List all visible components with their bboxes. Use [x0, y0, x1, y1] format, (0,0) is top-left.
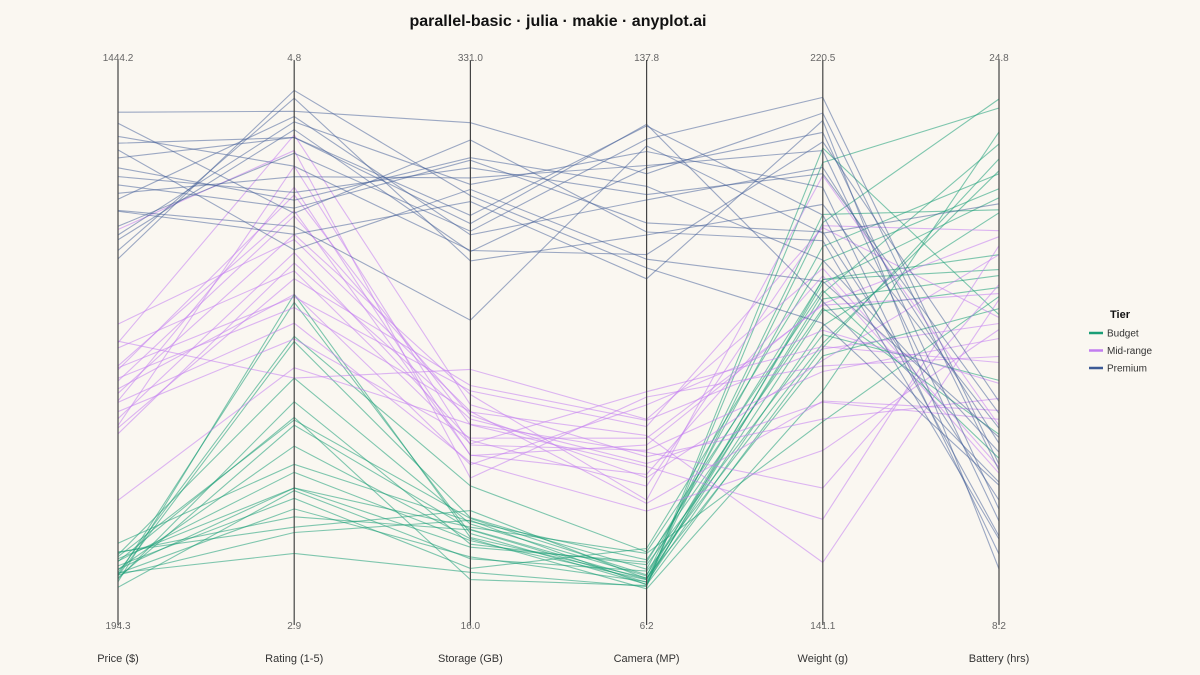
- data-line: [117, 197, 1000, 580]
- axis-label: Rating (1-5): [265, 653, 323, 665]
- data-line: [117, 267, 1000, 468]
- data-line: [117, 296, 1000, 570]
- data-line: [117, 284, 1000, 501]
- data-line: [117, 209, 1000, 475]
- data-line: [117, 133, 1000, 458]
- data-line: [117, 225, 1000, 487]
- data-line: [117, 270, 1000, 445]
- axis-min-label: 2.9: [287, 621, 301, 632]
- axis-label: Storage (GB): [438, 653, 503, 665]
- data-line: [117, 209, 1000, 577]
- data-line: [117, 173, 1000, 577]
- axis-min-label: 8.2: [992, 621, 1006, 632]
- data-line: [117, 293, 1000, 583]
- data-line: [117, 119, 1000, 570]
- data-line: [117, 275, 1000, 576]
- data-line: [117, 289, 1000, 573]
- data-line: [117, 110, 1000, 471]
- data-line: [117, 150, 1000, 522]
- data-line: [117, 299, 1000, 564]
- axis-label: Weight (g): [798, 653, 849, 665]
- data-line: [117, 174, 1000, 501]
- polylines-layer: [117, 89, 1000, 590]
- data-line: [117, 254, 1000, 563]
- axis-max-label: 331.0: [458, 53, 483, 64]
- legend-entry: Budget: [1107, 329, 1139, 340]
- data-line: [117, 135, 1000, 402]
- data-line: [117, 158, 1000, 586]
- axis-max-label: 1444.2: [103, 53, 134, 64]
- axis-label: Price ($): [97, 653, 139, 665]
- data-line: [117, 147, 1000, 587]
- data-line: [117, 149, 1000, 438]
- data-line: [117, 212, 1000, 584]
- data-line: [117, 215, 1000, 479]
- axis-min-label: 16.0: [461, 621, 481, 632]
- axes-layer: 1444.2 194.3 Price ($) 4.8 2.9 Rating (1-5) 33…: [97, 53, 1029, 665]
- axis-min-label: 194.3: [105, 621, 130, 632]
- data-line: [117, 269, 1000, 585]
- axis-max-label: 137.8: [634, 53, 659, 64]
- data-line: [117, 131, 1000, 590]
- data-line: [117, 123, 1000, 483]
- axis-min-label: 6.2: [640, 621, 654, 632]
- data-line: [117, 238, 1000, 505]
- series-mid-range: [117, 133, 1000, 564]
- data-line: [117, 278, 1000, 429]
- data-line: [117, 96, 1000, 465]
- legend-entry: Mid-range: [1107, 346, 1152, 357]
- chart-title: parallel-basic · julia · makie · anyplot…: [410, 13, 707, 30]
- data-line: [117, 167, 1000, 414]
- legend-title: Tier: [1110, 309, 1131, 321]
- legend-entry: Premium: [1107, 364, 1147, 375]
- data-line: [117, 188, 1000, 569]
- series-premium: [117, 89, 1000, 570]
- axis-min-label: 141.1: [810, 621, 835, 632]
- data-line: [117, 121, 1000, 555]
- data-line: [117, 170, 1000, 588]
- data-line: [117, 159, 1000, 501]
- axis-max-label: 220.5: [810, 53, 835, 64]
- data-line: [117, 89, 1000, 486]
- data-line: [117, 145, 1000, 321]
- axis-max-label: 4.8: [287, 53, 301, 64]
- data-line: [117, 128, 1000, 510]
- data-line: [117, 149, 1000, 479]
- axis-label: Camera (MP): [614, 653, 680, 665]
- legend: Tier Budget Mid-range Premium: [1089, 309, 1152, 375]
- data-line: [117, 107, 1000, 588]
- data-line: [117, 322, 1000, 512]
- axis-max-label: 24.8: [989, 53, 1009, 64]
- data-line: [117, 262, 1000, 465]
- data-line: [117, 122, 1000, 540]
- data-line: [117, 98, 1000, 581]
- axis-label: Battery (hrs): [969, 653, 1030, 665]
- data-line: [117, 287, 1000, 581]
- series-budget: [117, 98, 1000, 590]
- data-line: [117, 97, 1000, 429]
- data-line: [117, 293, 1000, 466]
